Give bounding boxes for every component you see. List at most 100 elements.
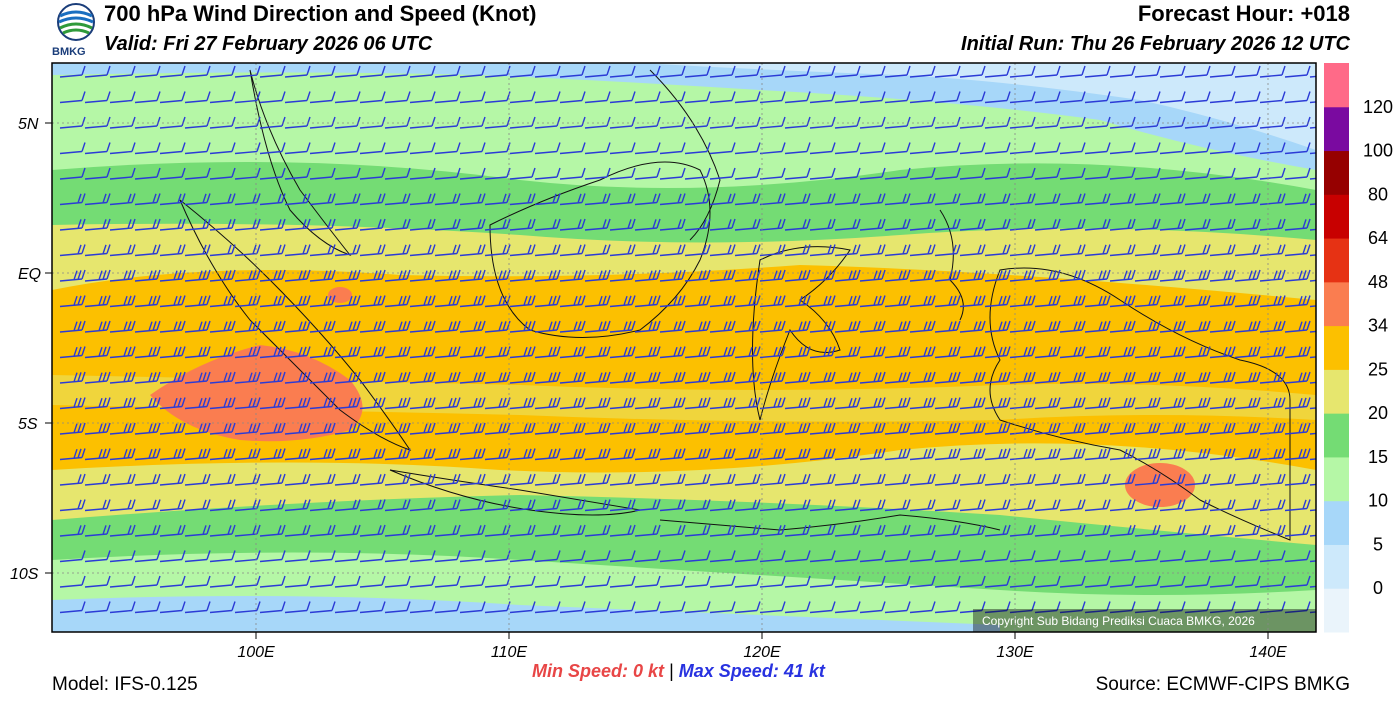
- wind-barb: [159, 397, 186, 410]
- wind-barb: [684, 346, 711, 359]
- wind-barb: [1234, 601, 1261, 614]
- wind-barb: [459, 524, 486, 537]
- wind-barb: [859, 422, 886, 435]
- speed-band-equator-25-34: [52, 265, 1316, 473]
- wind-barb: [934, 269, 961, 282]
- wind-barb: [284, 550, 311, 563]
- wind-barb: [559, 397, 586, 410]
- wind-barb: [1009, 91, 1036, 104]
- wind-barb: [259, 193, 286, 206]
- wind-barb: [1009, 346, 1036, 359]
- wind-barb: [734, 167, 761, 180]
- wind-barb: [1134, 422, 1161, 435]
- wind-barb: [959, 601, 986, 614]
- wind-barb: [59, 116, 86, 129]
- wind-barb: [784, 142, 811, 155]
- wind-barb: [559, 65, 586, 78]
- wind-barb: [459, 371, 486, 384]
- wind-barb: [1234, 91, 1261, 104]
- wind-barb: [484, 448, 511, 461]
- wind-barb: [609, 371, 636, 384]
- wind-barb: [1009, 371, 1036, 384]
- wind-barb: [1109, 295, 1136, 308]
- colorbar-label: 15: [1368, 447, 1388, 467]
- wind-barb: [184, 397, 211, 410]
- wind-barb: [659, 218, 686, 231]
- wind-barb: [534, 193, 561, 206]
- wind-barb: [1034, 397, 1061, 410]
- wind-barb: [334, 397, 361, 410]
- wind-barb: [359, 448, 386, 461]
- wind-barb: [909, 65, 936, 78]
- wind-barb: [409, 550, 436, 563]
- wind-barb: [309, 91, 336, 104]
- wind-barb: [209, 65, 236, 78]
- wind-barb: [534, 550, 561, 563]
- wind-barb: [834, 575, 861, 588]
- wind-barb: [559, 499, 586, 512]
- wind-barb: [84, 142, 111, 155]
- bmkg-logo-icon: [50, 0, 102, 62]
- wind-barb: [734, 295, 761, 308]
- wind-barb: [734, 448, 761, 461]
- wind-barb: [1284, 601, 1311, 614]
- wind-barb: [259, 65, 286, 78]
- wind-barb: [259, 320, 286, 333]
- wind-barb: [659, 167, 686, 180]
- wind-barb: [1084, 295, 1111, 308]
- wind-barb: [84, 575, 111, 588]
- wind-barb: [359, 499, 386, 512]
- wind-barb: [784, 371, 811, 384]
- wind-barb: [859, 65, 886, 78]
- wind-barb: [159, 473, 186, 486]
- wind-barb: [834, 422, 861, 435]
- wind-barb: [934, 422, 961, 435]
- wind-barb: [1034, 91, 1061, 104]
- wind-barb: [1084, 601, 1111, 614]
- wind-barb: [534, 575, 561, 588]
- valid-time: Valid: Fri 27 February 2026 06 UTC: [104, 33, 433, 55]
- wind-barb: [1009, 575, 1036, 588]
- wind-barb: [1159, 346, 1186, 359]
- wind-barb: [284, 142, 311, 155]
- wind-barb: [609, 65, 636, 78]
- wind-barb: [84, 550, 111, 563]
- wind-barb: [684, 91, 711, 104]
- wind-barb: [109, 346, 136, 359]
- wind-barb: [309, 473, 336, 486]
- wind-barb: [259, 142, 286, 155]
- speed-band-north-5-10: [52, 63, 1316, 170]
- wind-barb: [659, 116, 686, 129]
- wind-barb: [1309, 228, 1316, 231]
- wind-barb: [1259, 295, 1286, 308]
- wind-barb: [59, 193, 86, 206]
- wind-barb: [534, 218, 561, 231]
- wind-barb: [1009, 397, 1036, 410]
- wind-barb: [934, 218, 961, 231]
- wind-barb: [559, 346, 586, 359]
- wind-barb: [909, 550, 936, 563]
- wind-barb: [459, 346, 486, 359]
- colorbar-label: 25: [1368, 359, 1388, 379]
- chart-title: 700 hPa Wind Direction and Speed (Knot): [104, 1, 537, 26]
- wind-barb: [109, 422, 136, 435]
- wind-barb: [409, 575, 436, 588]
- wind-barb: [534, 116, 561, 129]
- wind-barb: [259, 91, 286, 104]
- wind-barb: [434, 499, 461, 512]
- wind-barb: [1059, 448, 1086, 461]
- wind-barb: [534, 346, 561, 359]
- wind-barb: [134, 320, 161, 333]
- wind-barb: [334, 142, 361, 155]
- wind-barb: [959, 142, 986, 155]
- wind-barb: [409, 116, 436, 129]
- wind-barb: [784, 499, 811, 512]
- wind-barb: [884, 473, 911, 486]
- wind-barb: [309, 524, 336, 537]
- wind-barb: [984, 244, 1011, 257]
- wind-barb: [159, 295, 186, 308]
- wind-barb: [884, 448, 911, 461]
- wind-barb: [559, 371, 586, 384]
- wind-barb: [809, 142, 836, 155]
- wind-barb: [1084, 320, 1111, 333]
